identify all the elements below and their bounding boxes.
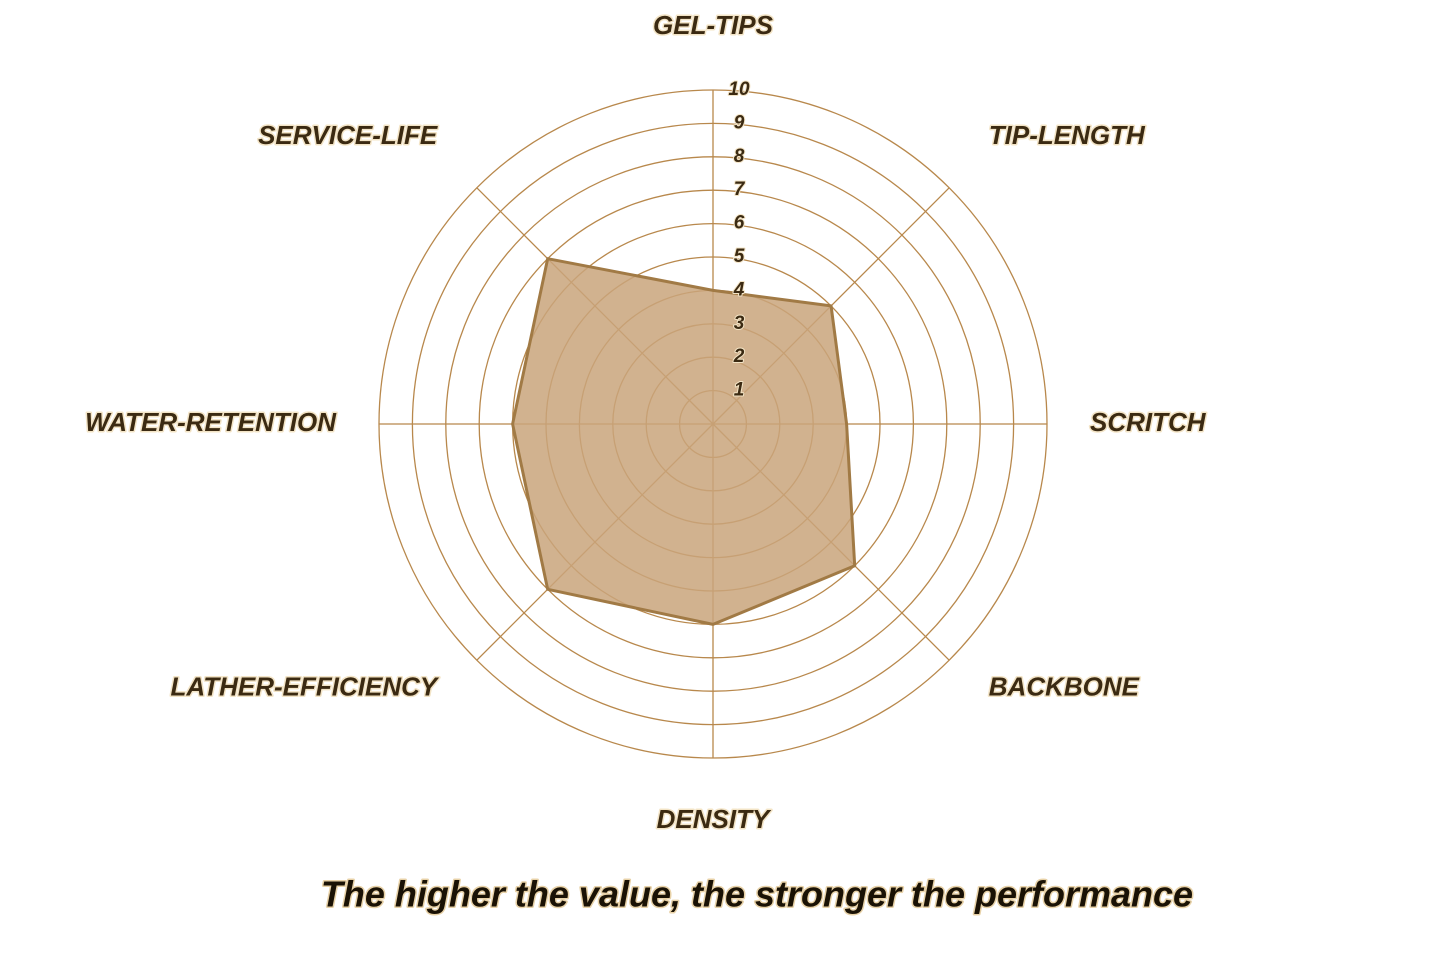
tick-label: 2	[733, 346, 745, 367]
tick-label: 9	[734, 112, 745, 133]
axis-label: BACKBONE	[989, 672, 1140, 702]
radar-area	[511, 257, 857, 626]
labels: 1 2 3 4 5 6 7 8 9 10 GEL-TIPS TIP-LENGTH SCRITCH BACK…	[84, 8, 1209, 835]
marks	[511, 257, 857, 626]
axis-label: LATHER-EFFICIENCY	[170, 672, 439, 702]
tick-label: 3	[734, 313, 745, 334]
caption: The higher the value, the stronger the p…	[321, 874, 1193, 915]
axis-label: SERVICE-LIFE	[258, 120, 438, 150]
tick-label: 8	[734, 146, 745, 167]
axis-label: SCRITCH	[1090, 407, 1207, 437]
tick-label: 6	[734, 213, 745, 234]
axis-label: DENSITY	[657, 804, 772, 834]
axis-label: TIP-LENGTH	[989, 120, 1146, 150]
tick-label: 7	[734, 179, 746, 200]
tick-label: 5	[734, 246, 745, 267]
tick-label: 10	[728, 79, 750, 100]
axis-label: GEL-TIPS	[653, 10, 774, 40]
axis-label: WATER-RETENTION	[85, 407, 337, 437]
tick-label: 4	[733, 279, 745, 300]
tick-label: 1	[734, 380, 745, 401]
